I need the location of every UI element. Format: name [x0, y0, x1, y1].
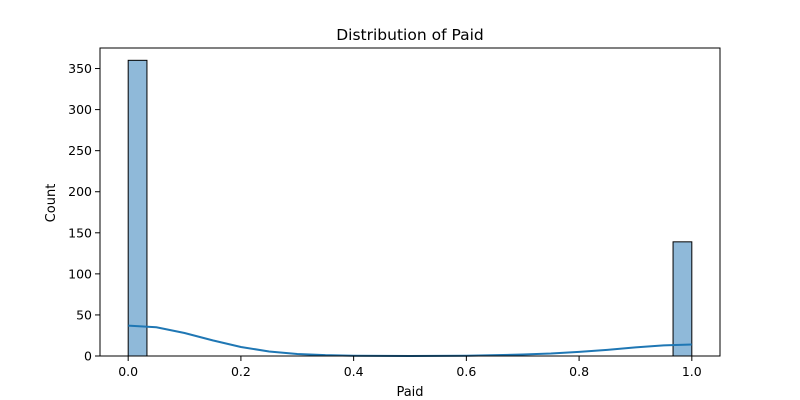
x-tick-label: 0.4 — [344, 364, 364, 379]
y-tick-label: 100 — [68, 266, 92, 281]
chart-title: Distribution of Paid — [336, 26, 484, 44]
x-tick-label: 0.8 — [569, 364, 589, 379]
y-tick-label: 0 — [84, 349, 92, 364]
y-tick-label: 150 — [68, 225, 92, 240]
bars-group — [127, 59, 693, 357]
y-tick-label: 250 — [68, 143, 92, 158]
x-tick-label: 1.0 — [682, 364, 702, 379]
x-tick-label: 0.0 — [118, 364, 138, 379]
x-tick-label: 0.6 — [456, 364, 476, 379]
y-axis-label: Count — [44, 184, 59, 223]
histogram-bar-1 — [672, 241, 693, 357]
x-axis: 0.0 0.2 0.4 0.6 0.8 1.0 — [118, 356, 702, 379]
y-tick-label: 300 — [68, 102, 92, 117]
y-axis: 0 50 100 150 200 250 300 350 — [68, 61, 100, 364]
y-tick-label: 350 — [68, 61, 92, 76]
kde-line — [128, 324, 692, 358]
y-tick-label: 50 — [76, 307, 92, 322]
y-tick-label: 200 — [68, 184, 92, 199]
x-axis-label: Paid — [396, 385, 423, 400]
plot-frame — [99, 47, 721, 357]
histogram-bar-0 — [127, 59, 148, 357]
x-tick-label: 0.2 — [231, 364, 251, 379]
